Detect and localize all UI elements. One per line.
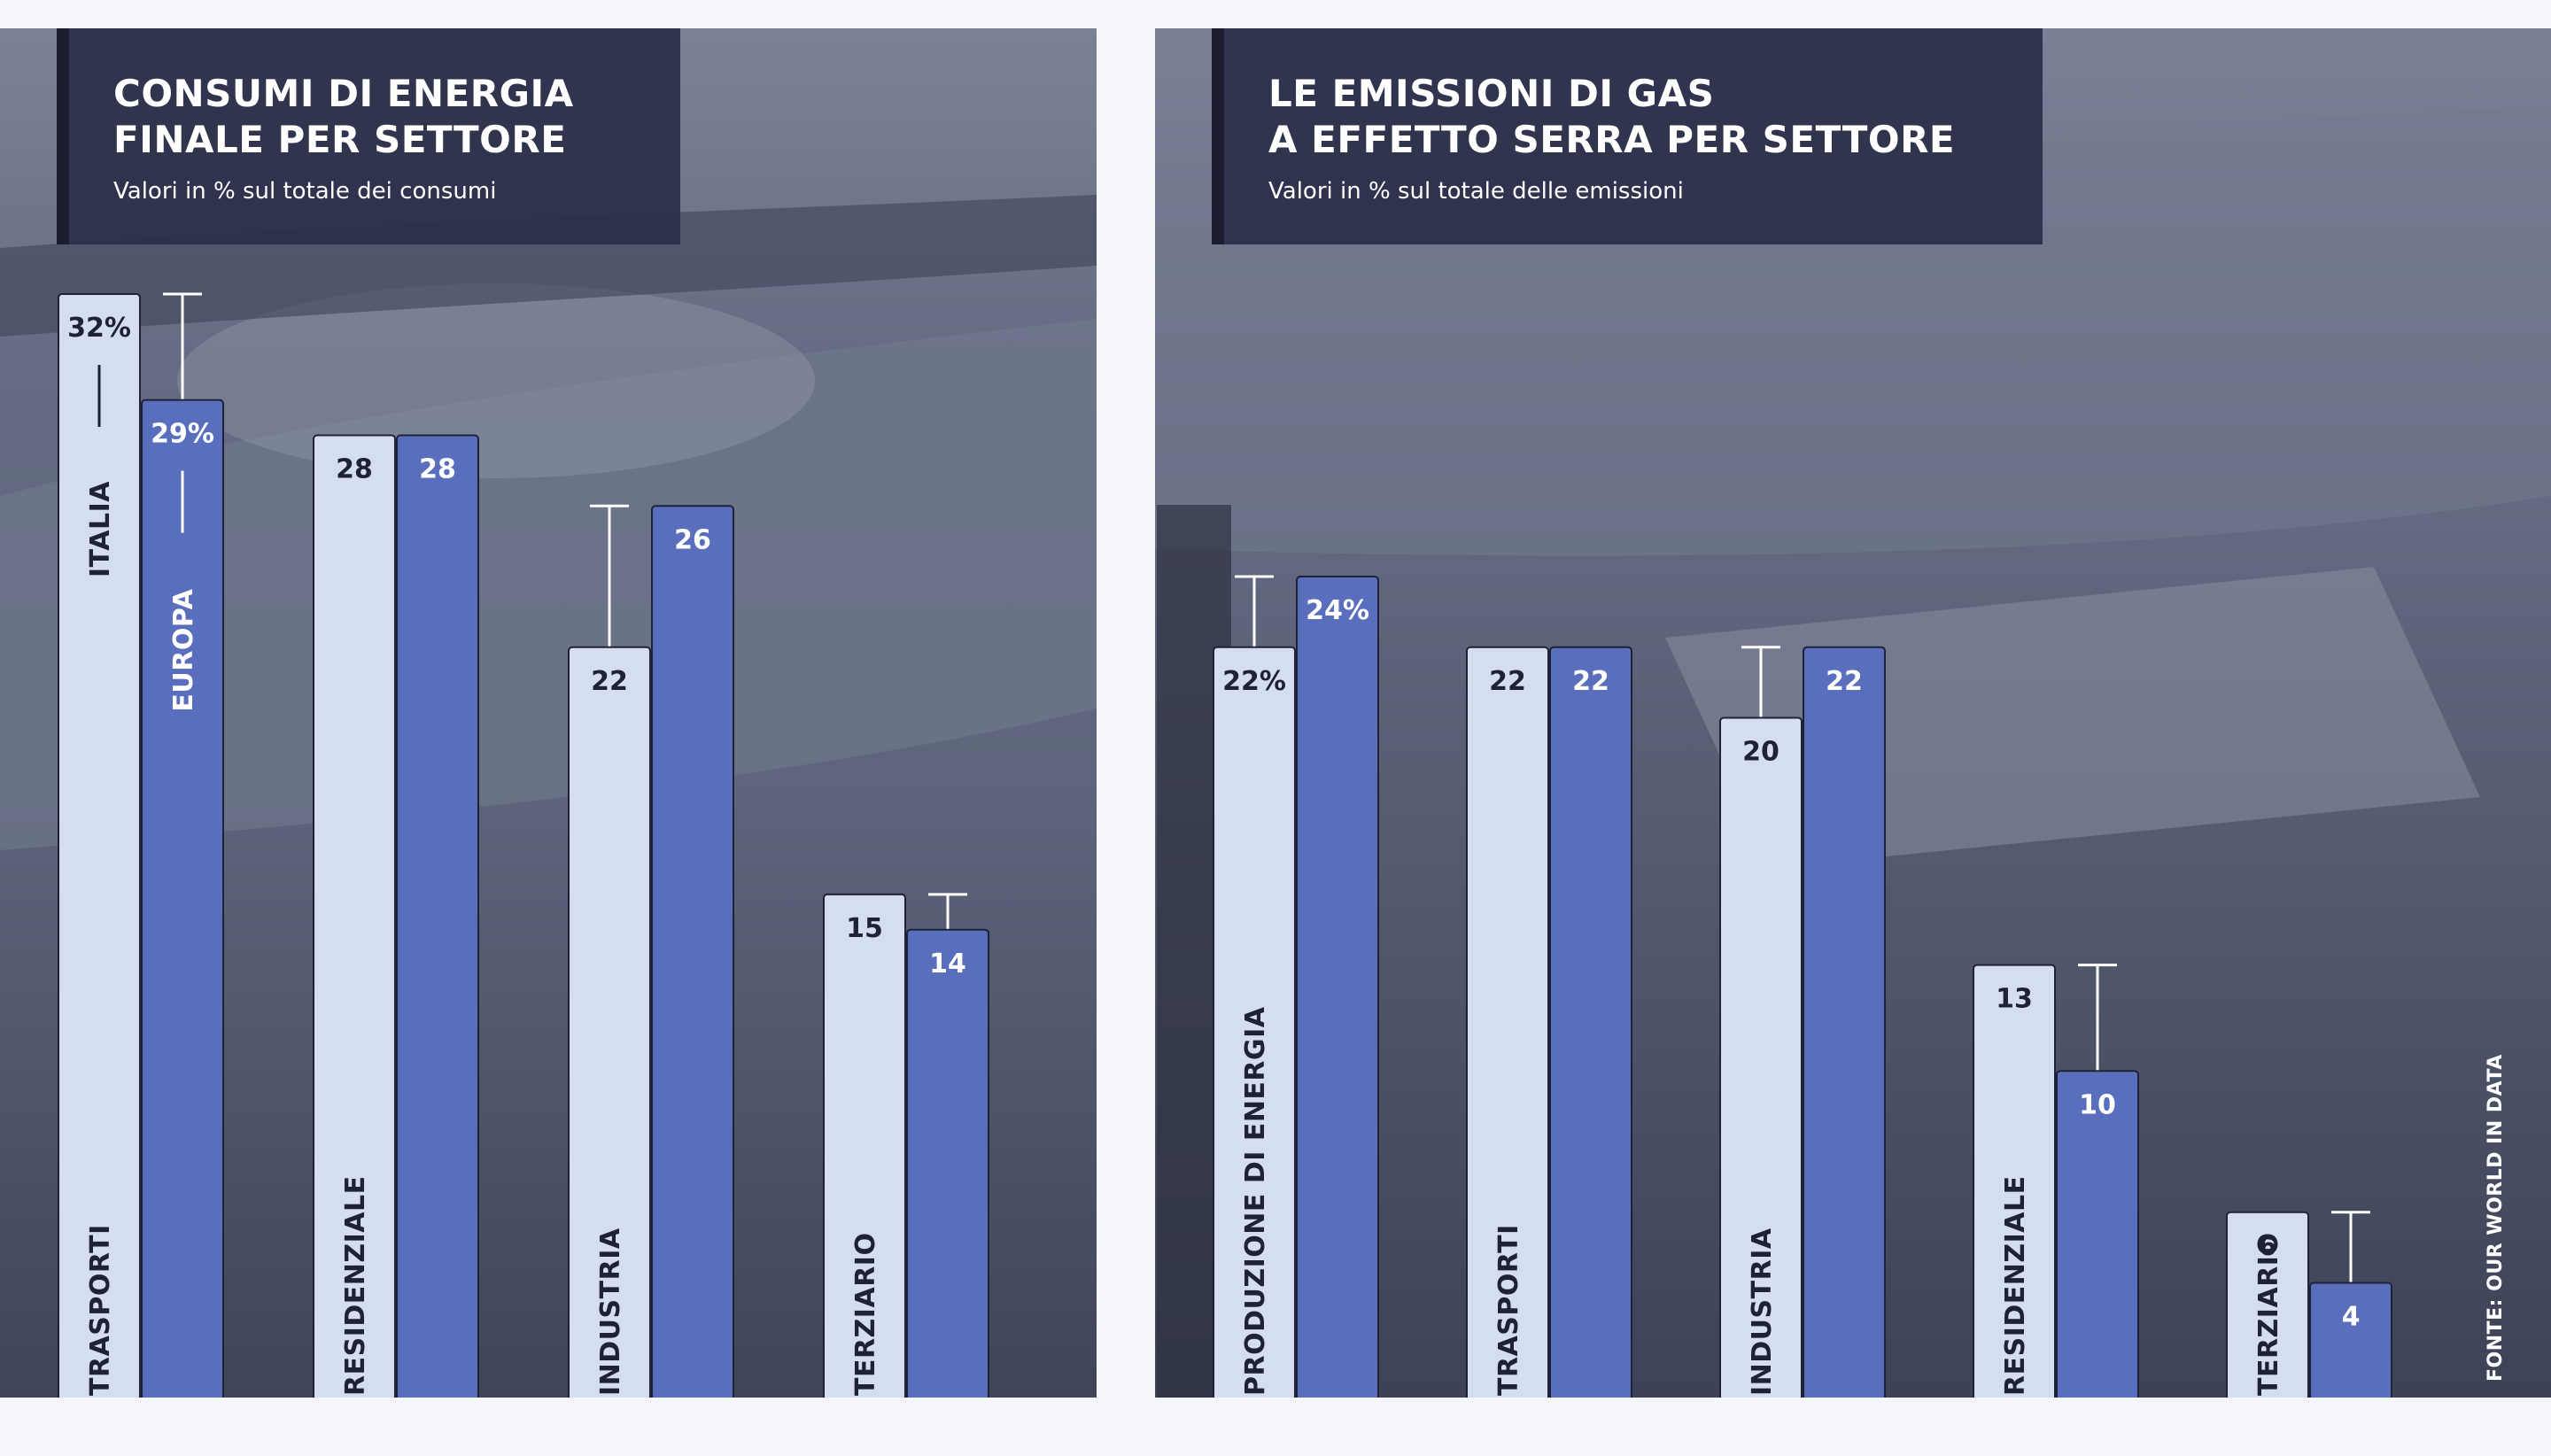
legend-italia: ITALIA [85, 481, 116, 577]
bar-europa [396, 434, 479, 1425]
left-land-decor [0, 195, 1097, 337]
value-label-europa: 28 [419, 454, 456, 485]
right-panel: LE EMISSIONI DI GAS A EFFETTO SERRA PER … [1155, 28, 2551, 1425]
value-label-italia: 22 [1489, 666, 1526, 697]
source-note: FONTE: OUR WORLD IN DATA [2485, 1054, 2507, 1382]
left-smoke-decor [177, 283, 815, 478]
bar-europa [651, 505, 734, 1425]
bar-europa [1296, 576, 1379, 1425]
bar-europa [1803, 646, 1886, 1425]
bar-europa [906, 928, 989, 1425]
category-label: TRASPORTI [1493, 1224, 1524, 1396]
left-title-line2: FINALE PER SETTORE [113, 118, 566, 161]
right-title-line2: A EFFETTO SERRA PER SETTORE [1268, 118, 1955, 161]
category-label: TRASPORTI [85, 1224, 116, 1396]
value-label-italia: 32% [67, 313, 131, 344]
panel-gap [1097, 0, 1155, 1456]
legend-europa: EUROPA [168, 588, 199, 711]
value-label-europa: 14 [929, 949, 966, 980]
category-label: RESIDENZIALE [2000, 1175, 2031, 1396]
value-label-europa: 4 [2342, 1302, 2361, 1333]
category-label: TERZIARIO [850, 1233, 881, 1396]
value-label-europa: 26 [674, 524, 711, 555]
category-label: PRODUZIONE DI ENERGIA [1240, 1006, 1271, 1396]
right-title-line1: LE EMISSIONI DI GAS [1268, 72, 1714, 115]
right-title-box [1212, 28, 2043, 244]
right-title-accent [1212, 28, 1224, 244]
value-label-italia: 22% [1222, 666, 1286, 697]
bar-europa [1549, 646, 1632, 1425]
top-band [0, 0, 2551, 28]
category-label: TERZIARIO [2253, 1233, 2284, 1396]
left-bars-group: 32% 29% TRASPORTI ITALIA EUROPA 28 28 RESIDENZI… [58, 292, 989, 1425]
category-label: RESIDENZIALE [340, 1175, 371, 1396]
category-label: INDUSTRIA [1747, 1228, 1778, 1396]
value-label-europa: 24% [1306, 595, 1369, 626]
value-label-italia: 20 [1742, 737, 1779, 768]
left-subtitle: Valori in % sul totale dei consumi [113, 178, 496, 205]
left-title-line1: CONSUMI DI ENERGIA [113, 72, 574, 115]
bar-europa [2056, 1070, 2139, 1425]
value-label-italia: 15 [846, 913, 883, 944]
value-label-europa: 22 [1826, 666, 1863, 697]
bar-europa [141, 399, 224, 1425]
value-label-europa: 10 [2079, 1089, 2116, 1120]
value-label-europa: 29% [151, 419, 214, 450]
value-label-italia: 28 [336, 454, 373, 485]
left-river-decor [0, 319, 1097, 850]
value-label-italia: 13 [1996, 984, 2033, 1015]
left-title-accent [57, 28, 69, 244]
bottom-band [0, 1398, 2551, 1456]
value-label-italia: 22 [591, 666, 628, 697]
value-label-europa: 22 [1572, 666, 1609, 697]
right-subtitle: Valori in % sul totale delle emissioni [1268, 178, 1684, 205]
value-label-italia: 6 [2259, 1231, 2277, 1262]
category-label: INDUSTRIA [595, 1228, 626, 1396]
left-title-box [57, 28, 680, 244]
left-panel: CONSUMI DI ENERGIA FINALE PER SETTORE Va… [0, 28, 1097, 1425]
